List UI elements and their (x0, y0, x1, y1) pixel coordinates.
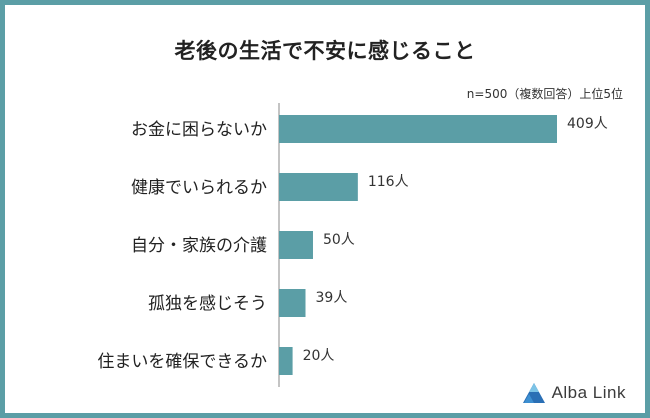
chart-title: 老後の生活で不安に感じること (174, 39, 476, 63)
value-label: 50人 (323, 232, 355, 248)
bar (279, 289, 306, 317)
bar (279, 115, 557, 143)
bar (279, 347, 293, 375)
bar (279, 231, 313, 259)
category-label: 孤独を感じそう (148, 294, 267, 314)
sample-note: n=500（複数回答）上位5位 (466, 87, 623, 101)
brand-name: Alba Link (551, 383, 626, 402)
alba-link-logo-icon (522, 383, 545, 403)
category-label: 住まいを確保できるか (97, 352, 267, 372)
bar (279, 173, 358, 201)
category-label: お金に困らないか (131, 120, 267, 140)
category-label: 自分・家族の介護 (131, 236, 267, 256)
chart-panel: 老後の生活で不安に感じること n=500（複数回答）上位5位 (5, 5, 645, 413)
value-label: 409人 (567, 116, 608, 132)
value-label: 116人 (368, 174, 409, 190)
value-label: 20人 (303, 348, 335, 364)
category-label: 健康でいられるか (131, 178, 267, 198)
brand-logo: Alba Link (522, 382, 626, 404)
value-label: 39人 (316, 290, 348, 306)
